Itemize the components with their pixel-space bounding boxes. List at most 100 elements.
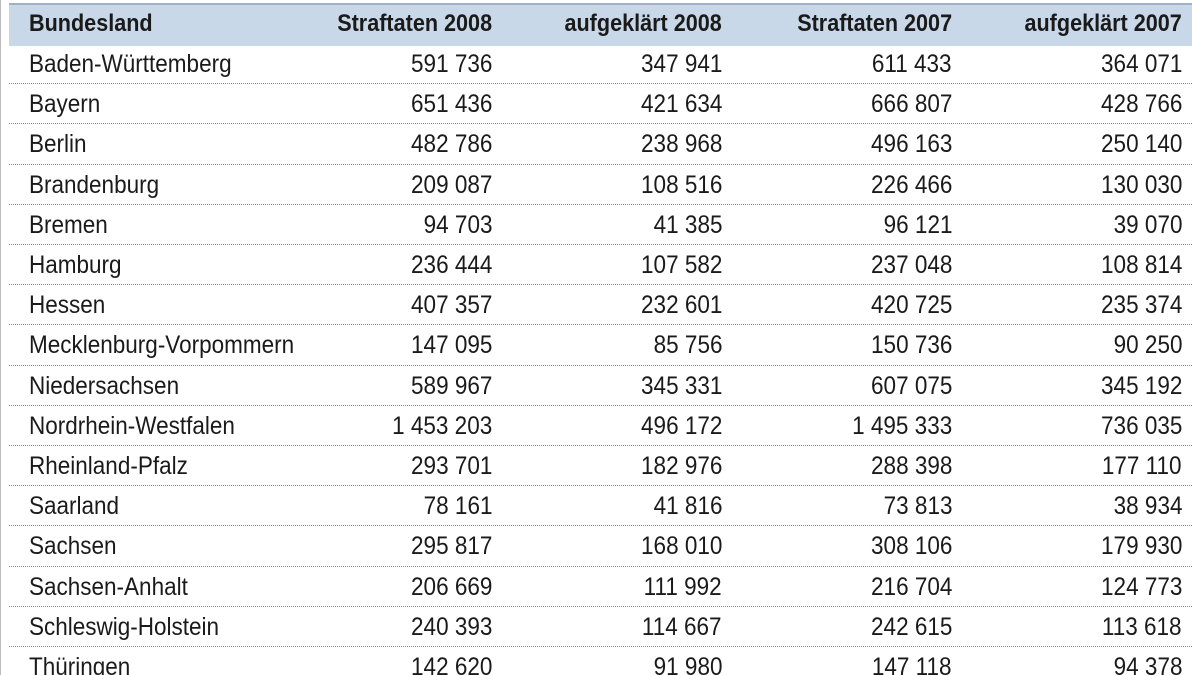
number-cell: 216 704 (870, 572, 952, 601)
row-separator (9, 525, 1192, 527)
number-cell: 1 453 203 (391, 411, 492, 440)
state-cell: Saarland (29, 492, 120, 521)
state-cell: Sachsen (29, 532, 117, 561)
number-cell: 250 140 (1100, 130, 1182, 159)
column-header: aufgeklärt 2007 (1024, 10, 1182, 37)
number-cell: 107 582 (640, 251, 722, 279)
number-cell: 177 110 (1102, 452, 1182, 480)
number-cell: 293 701 (410, 452, 492, 480)
row-separator (9, 284, 1192, 286)
number-cell: 113 618 (1102, 612, 1182, 641)
number-cell: 237 048 (870, 251, 952, 279)
number-cell: 238 968 (640, 130, 722, 159)
number-cell: 85 756 (653, 331, 722, 360)
number-cell: 232 601 (640, 291, 722, 320)
state-cell: Sachsen-Anhalt (29, 572, 188, 601)
number-cell: 666 807 (870, 90, 952, 119)
row-separator (9, 364, 1192, 366)
row-separator (9, 485, 1192, 487)
number-cell: 288 398 (870, 452, 952, 480)
number-cell: 96 121 (883, 210, 952, 239)
number-cell: 591 736 (410, 50, 492, 78)
state-cell: Hessen (29, 291, 106, 320)
number-cell: 420 725 (870, 291, 952, 320)
number-cell: 41 816 (653, 492, 722, 521)
number-cell: 39 070 (1113, 210, 1182, 239)
number-cell: 295 817 (410, 532, 492, 561)
number-cell: 236 444 (410, 251, 492, 279)
number-cell: 496 172 (640, 411, 722, 440)
number-cell: 407 357 (410, 291, 492, 320)
state-cell: Bremen (29, 210, 108, 239)
row-separator (9, 565, 1192, 567)
state-cell: Hamburg (29, 251, 122, 279)
row-separator (9, 605, 1192, 607)
number-cell: 209 087 (410, 170, 492, 199)
number-cell: 308 106 (870, 532, 952, 561)
number-cell: 130 030 (1100, 170, 1182, 199)
number-cell: 78 161 (423, 492, 492, 521)
number-cell: 168 010 (640, 532, 722, 561)
column-header: Bundesland (29, 10, 153, 37)
number-cell: 206 669 (410, 572, 492, 601)
number-cell: 108 516 (640, 170, 722, 199)
row-separator (9, 203, 1192, 205)
state-cell: Bayern (29, 90, 101, 119)
number-cell: 421 634 (640, 90, 722, 119)
number-cell: 114 667 (642, 612, 722, 641)
state-cell: Thüringen (29, 653, 131, 675)
state-cell: Nordrhein-Westfalen (29, 411, 235, 440)
number-cell: 482 786 (410, 130, 492, 159)
number-cell: 38 934 (1113, 492, 1182, 521)
number-cell: 364 071 (1100, 50, 1182, 78)
state-cell: Brandenburg (29, 170, 160, 199)
number-cell: 242 615 (870, 612, 952, 641)
number-cell: 496 163 (870, 130, 952, 159)
number-cell: 240 393 (410, 612, 492, 641)
state-cell: Rheinland-Pfalz (29, 452, 188, 480)
row-separator (9, 244, 1192, 245)
number-cell: 651 436 (410, 90, 492, 119)
number-cell: 108 814 (1100, 251, 1182, 279)
state-cell: Niedersachsen (29, 371, 180, 400)
number-cell: 124 773 (1100, 572, 1182, 601)
row-separator (9, 404, 1192, 406)
row-separator (9, 123, 1192, 125)
number-cell: 94 703 (423, 210, 492, 239)
number-cell: 736 035 (1100, 411, 1182, 440)
header-background (9, 3, 1192, 46)
number-cell: 147 118 (872, 653, 952, 675)
state-cell: Schleswig-Holstein (29, 612, 220, 641)
number-cell: 111 992 (643, 572, 722, 601)
number-cell: 428 766 (1100, 90, 1182, 119)
row-separator (9, 83, 1192, 85)
column-header: Straftaten 2008 (337, 10, 492, 37)
number-cell: 150 736 (870, 331, 952, 360)
number-cell: 142 620 (410, 653, 492, 675)
number-cell: 41 385 (653, 210, 722, 239)
number-cell: 345 331 (640, 371, 722, 400)
number-cell: 347 941 (640, 50, 722, 78)
number-cell: 147 095 (410, 331, 492, 360)
state-cell: Mecklenburg-Vorpommern (29, 331, 295, 360)
row-separator (9, 646, 1192, 647)
number-cell: 91 980 (653, 653, 722, 675)
number-cell: 94 378 (1113, 653, 1182, 675)
number-cell: 1 495 333 (851, 411, 952, 440)
number-cell: 226 466 (870, 170, 952, 199)
number-cell: 90 250 (1113, 331, 1182, 360)
state-cell: Baden-Württemberg (29, 50, 232, 78)
number-cell: 589 967 (410, 371, 492, 400)
row-separator (9, 445, 1192, 446)
number-cell: 611 433 (872, 50, 952, 78)
number-cell: 235 374 (1100, 291, 1182, 320)
number-cell: 607 075 (870, 371, 952, 400)
number-cell: 182 976 (640, 452, 722, 480)
state-cell: Berlin (29, 130, 87, 159)
column-header: Straftaten 2007 (797, 10, 952, 37)
number-cell: 179 930 (1100, 532, 1182, 561)
number-cell: 73 813 (883, 492, 952, 521)
row-separator (9, 163, 1192, 165)
row-separator (9, 324, 1192, 326)
